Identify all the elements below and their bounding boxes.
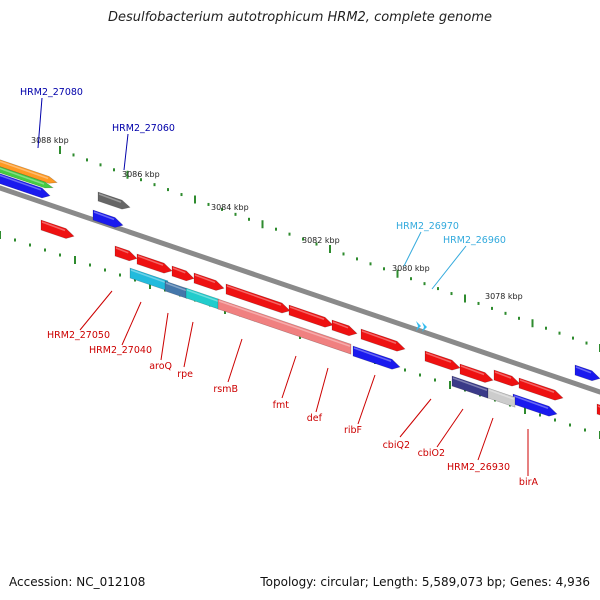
gene-arrow [136, 253, 173, 274]
repeat-marker [422, 322, 427, 332]
leader-line [183, 321, 194, 368]
gene-arrow [217, 298, 352, 355]
gene-arrow-highlight [172, 267, 186, 274]
gene-arrow-highlight [452, 377, 488, 391]
gene-arrow [518, 377, 564, 401]
gene-arrow [40, 219, 75, 239]
gene-arrow [360, 328, 406, 352]
leader-line [121, 301, 142, 346]
leader-line [160, 312, 169, 361]
kbp-label: 3084 kbp [211, 203, 249, 212]
gene-arrow [171, 265, 195, 282]
gene-arrow-highlight [289, 306, 325, 320]
gene-label-rsmb: rsmB [213, 384, 238, 395]
gene-arrow-highlight [41, 221, 66, 232]
gene-arrow-highlight [115, 247, 129, 254]
leader-line [315, 367, 329, 413]
gene-arrow-highlight [0, 167, 45, 185]
gene-arrow [487, 387, 516, 408]
gene-arrow [97, 191, 131, 210]
backbone-line [0, 185, 600, 395]
kbp-label: 3080 kbp [392, 264, 430, 273]
kbp-label: 3078 kbp [485, 292, 523, 301]
gene-arrow-highlight [226, 285, 282, 306]
gene-arrow [459, 363, 494, 383]
gene-arrow [92, 209, 124, 228]
gene-label-fmt: fmt [273, 400, 290, 411]
genome-summary-text: Topology: circular; Length: 5,589,073 bp… [260, 575, 590, 589]
gene-arrow [0, 159, 58, 184]
gene-arrow-highlight [460, 365, 485, 376]
leader-line [403, 231, 422, 267]
gene-label-bira: birA [519, 477, 539, 488]
leader-line [227, 338, 243, 383]
gene-arrow [193, 272, 225, 291]
gene-arrow-highlight [93, 211, 115, 221]
kbp-label: 3082 kbp [302, 236, 340, 245]
gene-arrow-highlight [98, 193, 122, 203]
gene-arrow [493, 369, 521, 387]
gene-label-cbio2: cbiO2 [418, 448, 445, 459]
gene-arrow-highlight [513, 395, 549, 409]
leader-line [357, 374, 376, 425]
gene-arrow-highlight [519, 379, 555, 393]
gene-arrow-highlight [332, 321, 349, 329]
leader-line [123, 133, 129, 171]
gene-label-rpe: rpe [177, 369, 193, 380]
gene-arrow-highlight [186, 289, 219, 302]
gene-arrow-highlight [130, 269, 168, 284]
accession-text: Accession: NC_012108 [9, 575, 146, 589]
gene-arrow-highlight [0, 160, 49, 180]
gene-arrow [424, 350, 461, 371]
gene-label-hrm2-27060: HRM2_27060 [112, 123, 175, 134]
map-title: Desulfobacterium autotrophicum HRM2, com… [107, 10, 493, 25]
gene-label-hrm2-26970: HRM2_26970 [396, 221, 459, 232]
gene-arrow-highlight [218, 300, 351, 347]
gene-label-hrm2-27080: HRM2_27080 [20, 87, 83, 98]
gene-arrow [0, 166, 54, 189]
kbp-label: 3086 kbp [122, 170, 160, 179]
gene-label-aroq: aroQ [149, 361, 172, 372]
gene-arrow [114, 245, 138, 262]
gene-arrow-highlight [575, 366, 592, 374]
gene-label-hrm2-27040: HRM2_27040 [89, 345, 152, 356]
gene-arrow-highlight [494, 371, 512, 379]
gene-label-hrm2-27050: HRM2_27050 [47, 330, 110, 341]
leader-line [436, 408, 464, 448]
gene-arrow [352, 345, 401, 370]
gene-arrow-highlight [361, 330, 397, 344]
gene-arrow [451, 375, 489, 399]
gene-arrow [225, 283, 291, 314]
gene-arrow [0, 173, 51, 199]
gene-arrow-highlight [353, 347, 392, 362]
leader-line [79, 290, 113, 331]
leader-line [399, 398, 432, 438]
gene-arrow [288, 304, 334, 328]
gene-arrow-highlight [425, 352, 452, 363]
gene-arrow-highlight [165, 282, 187, 292]
leader-line [431, 245, 467, 290]
gene-label-cbiq2: cbiQ2 [383, 440, 410, 451]
gene-label-hrm2-26930: HRM2_26930 [447, 462, 510, 473]
leader-line [477, 417, 494, 461]
gene-arrow-highlight [597, 405, 600, 408]
gene-arrow [574, 364, 600, 382]
leader-line [37, 97, 43, 149]
gene-arrow [164, 280, 188, 299]
gene-label-def: def [307, 413, 323, 424]
gene-arrow-highlight [0, 174, 42, 191]
repeat-marker [416, 321, 421, 331]
gene-arrow [331, 319, 358, 337]
gene-label-ribf: ribF [344, 425, 362, 436]
gene-arrow-highlight [194, 274, 216, 284]
leader-line [281, 355, 297, 399]
kbp-label: 3088 kbp [31, 136, 69, 145]
gene-arrow [596, 403, 600, 416]
gene-label-hrm2-26960: HRM2_26960 [443, 235, 506, 246]
gene-arrow-highlight [488, 389, 515, 400]
gene-arrow-highlight [137, 255, 164, 266]
